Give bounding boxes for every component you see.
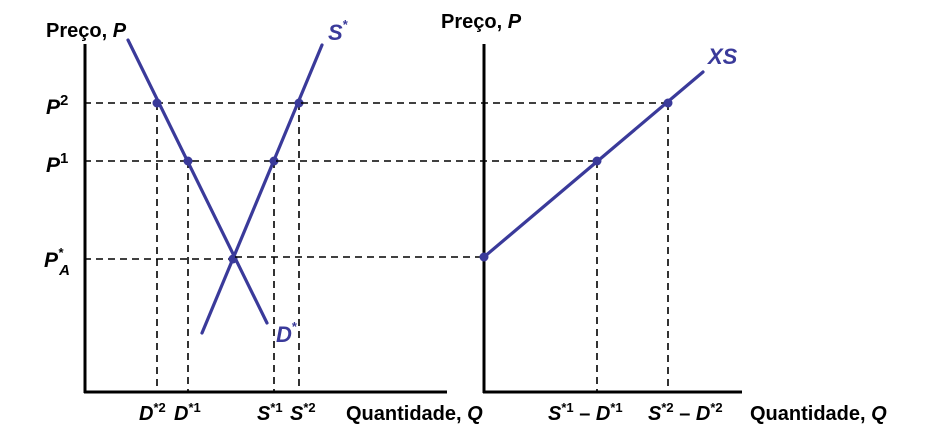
export-supply-label: XS: [706, 44, 738, 69]
demand-curve: [126, 38, 269, 325]
right-y-axis-title: Preço, P: [441, 11, 522, 33]
right-points: [479, 98, 673, 262]
quantity-label-d1: D*1: [174, 400, 201, 425]
point-xs-p2: [663, 98, 673, 108]
left-axes: [83, 44, 447, 394]
point-equilibrium: [228, 254, 238, 264]
left-x-axis-title: Quantidade, Q: [346, 403, 483, 425]
left-panel: Preço, P Quantidade, Q P2 P1 P* A D*2 D*1…: [44, 17, 483, 425]
point-demand-p2: [152, 98, 162, 108]
price-label-p2: P2: [46, 92, 68, 119]
supply-curve: [200, 43, 324, 335]
point-supply-p2: [294, 98, 304, 108]
point-demand-p1: [183, 156, 193, 166]
quantity-label-s1: S*1: [257, 400, 283, 425]
price-label-pa: P* A: [44, 245, 70, 279]
quantity-label-q1: S*1 – D*1: [548, 400, 623, 425]
left-points: [152, 98, 304, 264]
left-guides: [84, 102, 300, 392]
right-axes: [482, 44, 742, 394]
supply-curve-label: S*: [328, 17, 349, 45]
point-supply-p1: [269, 156, 279, 166]
quantity-label-s2: S*2: [290, 400, 316, 425]
right-panel: Preço, P Quantidade, Q XS S*1 – D*1 S*2 …: [235, 11, 887, 425]
price-label-p1: P1: [46, 150, 68, 177]
demand-curve-label: D*: [276, 319, 298, 347]
point-xs-p1: [592, 156, 602, 166]
quantity-label-d2: D*2: [139, 400, 166, 425]
right-guides: [235, 102, 669, 392]
left-y-axis-title: Preço, P: [46, 20, 127, 42]
right-x-axis-title: Quantidade, Q: [750, 403, 887, 425]
left-curves: [126, 38, 324, 335]
point-xs-origin: [479, 252, 489, 262]
quantity-label-q2: S*2 – D*2: [648, 400, 723, 425]
